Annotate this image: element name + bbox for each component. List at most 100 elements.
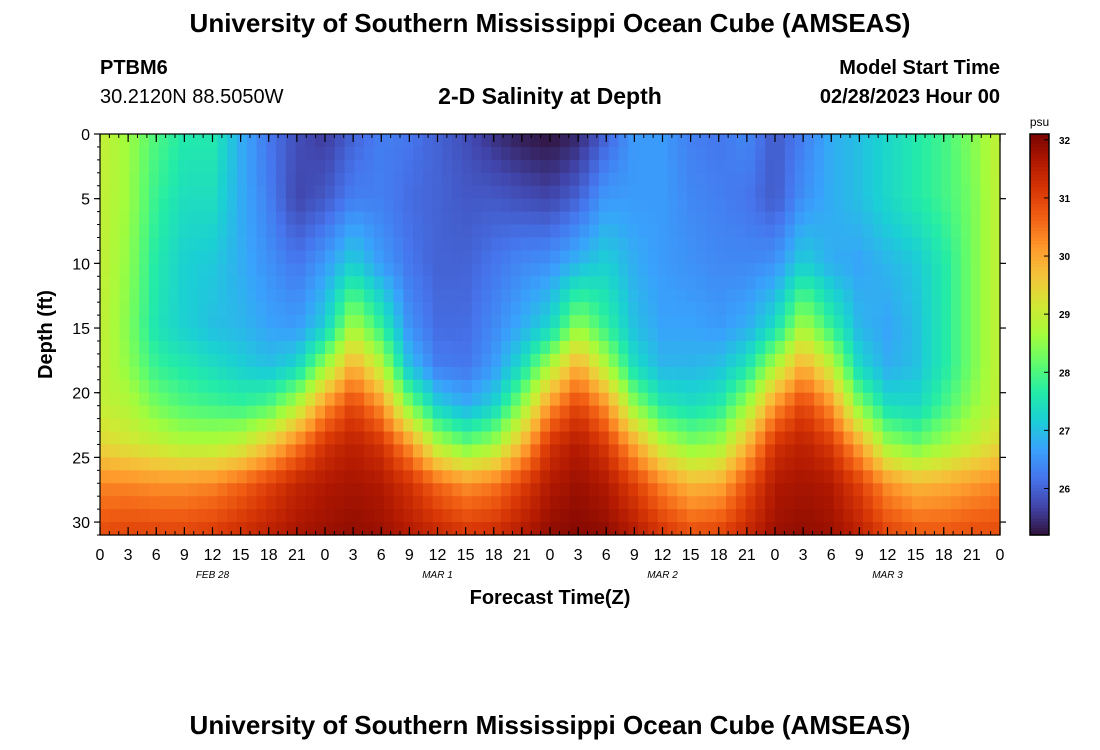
- heatmap-cell: [598, 185, 610, 200]
- heatmap-cell: [413, 522, 424, 536]
- heatmap-cell: [188, 134, 199, 148]
- heatmap-cell: [794, 146, 805, 161]
- heatmap-cell: [334, 496, 346, 510]
- heatmap-cell: [373, 263, 385, 277]
- heatmap-cell: [608, 224, 620, 239]
- heatmap-cell: [109, 263, 121, 277]
- heatmap-cell: [550, 392, 561, 407]
- heatmap-cell: [520, 250, 532, 264]
- heatmap-cell: [902, 237, 913, 252]
- heatmap-cell: [686, 392, 698, 407]
- heatmap-cell: [305, 405, 316, 420]
- heatmap-cell: [227, 211, 238, 226]
- heatmap-cell: [373, 250, 385, 264]
- heatmap-cell: [902, 483, 913, 497]
- heatmap-cell: [647, 509, 659, 523]
- heatmap-cell: [892, 405, 903, 420]
- heatmap-cell: [598, 496, 610, 510]
- heatmap-cell: [608, 418, 620, 433]
- heatmap-cell: [109, 522, 121, 536]
- heatmap-cell: [823, 496, 835, 510]
- heatmap-cell: [442, 418, 453, 433]
- heatmap-cell: [814, 496, 825, 510]
- heatmap-cell: [129, 302, 140, 316]
- heatmap-cell: [608, 392, 620, 407]
- heatmap-cell: [775, 418, 786, 433]
- heatmap-cell: [501, 392, 512, 407]
- heatmap-cell: [726, 276, 737, 290]
- heatmap-cell: [559, 340, 571, 355]
- heatmap-cell: [246, 315, 258, 329]
- heatmap-cell: [833, 496, 845, 510]
- x-tick-label: 21: [963, 547, 981, 564]
- heatmap-cell: [148, 302, 160, 316]
- x-tick-label: 12: [654, 547, 672, 564]
- heatmap-cell: [403, 315, 414, 329]
- heatmap-cell: [236, 134, 248, 148]
- x-tick-label: 15: [232, 547, 250, 564]
- heatmap-cell: [442, 405, 453, 420]
- heatmap-cell: [266, 302, 277, 316]
- heatmap-cell: [686, 172, 698, 187]
- heatmap-cell: [344, 509, 355, 523]
- colorbar-tick-label: 30: [1059, 252, 1071, 263]
- heatmap-cell: [139, 185, 150, 200]
- heatmap-cell: [344, 302, 355, 316]
- heatmap-cell: [491, 237, 502, 252]
- heatmap-cell: [403, 379, 414, 394]
- heatmap-cell: [540, 224, 551, 239]
- heatmap-cell: [325, 276, 336, 290]
- heatmap-cell: [540, 353, 551, 368]
- heatmap-cell: [364, 444, 375, 458]
- heatmap-cell: [540, 509, 551, 523]
- heatmap-cell: [686, 289, 698, 303]
- heatmap-cell: [755, 392, 766, 407]
- heatmap-cell: [344, 185, 355, 200]
- heatmap-cell: [452, 276, 463, 290]
- colorbar-swatch: [1030, 204, 1049, 209]
- heatmap-cell: [902, 276, 913, 290]
- colorbar-swatch: [1030, 294, 1049, 299]
- heatmap-cell: [471, 276, 483, 290]
- heatmap-cell: [931, 366, 942, 381]
- heatmap-cell: [814, 134, 825, 148]
- heatmap-cell: [550, 134, 561, 148]
- heatmap-cell: [325, 379, 336, 394]
- heatmap-cell: [530, 146, 541, 161]
- heatmap-cell: [716, 263, 727, 277]
- heatmap-cell: [510, 366, 522, 381]
- heatmap-cell: [716, 211, 727, 226]
- heatmap-cell: [227, 340, 238, 355]
- heatmap-cell: [442, 457, 453, 471]
- heatmap-cell: [804, 483, 815, 497]
- heatmap-cell: [315, 289, 326, 303]
- heatmap-cell: [696, 509, 708, 523]
- heatmap-cell: [647, 522, 659, 536]
- heatmap-cell: [677, 146, 688, 161]
- heatmap-cell: [334, 328, 346, 342]
- heatmap-cell: [960, 134, 972, 148]
- heatmap-cell: [638, 263, 649, 277]
- heatmap-cell: [540, 470, 551, 484]
- heatmap-cell: [256, 302, 267, 316]
- heatmap-cell: [686, 431, 698, 446]
- heatmap-cell: [804, 211, 815, 226]
- heatmap-cell: [530, 366, 541, 381]
- heatmap-cell: [325, 509, 336, 523]
- heatmap-cell: [677, 405, 688, 420]
- heatmap-cell: [784, 289, 796, 303]
- heatmap-cell: [755, 457, 766, 471]
- heatmap-cell: [598, 418, 610, 433]
- heatmap-cell: [735, 431, 747, 446]
- heatmap-cell: [755, 289, 766, 303]
- heatmap-cell: [569, 276, 580, 290]
- heatmap-cell: [589, 211, 600, 226]
- heatmap-cell: [872, 198, 884, 213]
- heatmap-cell: [403, 496, 414, 510]
- heatmap-cell: [501, 340, 512, 355]
- heatmap-cell: [510, 522, 522, 536]
- heatmap-cell: [853, 250, 864, 264]
- heatmap-cell: [364, 211, 375, 226]
- heatmap-cell: [442, 263, 453, 277]
- heatmap-cell: [197, 146, 209, 161]
